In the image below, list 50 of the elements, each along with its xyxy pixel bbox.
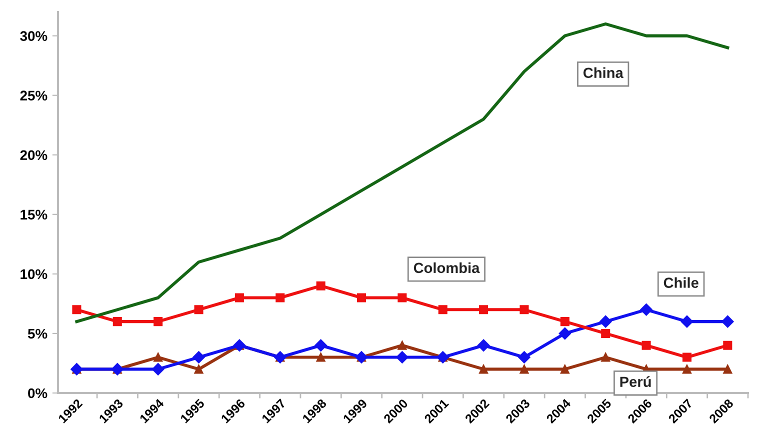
point [72, 305, 82, 314]
text: China [583, 67, 624, 78]
point [479, 364, 488, 374]
point [316, 281, 326, 290]
point [154, 352, 163, 362]
point [316, 352, 326, 362]
series-label: Colombia [414, 262, 480, 274]
y-tick-label: 0% [28, 388, 48, 398]
point [518, 351, 530, 364]
point [723, 364, 732, 374]
point [192, 351, 205, 364]
point [398, 340, 407, 350]
point [560, 364, 570, 374]
point [477, 339, 490, 352]
point [723, 340, 732, 350]
point [314, 339, 327, 352]
point [152, 363, 164, 376]
point [112, 317, 122, 326]
point [642, 340, 651, 350]
point [601, 328, 610, 338]
point [234, 293, 244, 302]
series-label: Perú [620, 376, 651, 388]
point [438, 305, 448, 314]
point [682, 364, 692, 374]
point [479, 305, 488, 314]
point [640, 304, 652, 316]
y-tick-label: 5% [28, 328, 48, 339]
point [560, 317, 570, 326]
point [601, 352, 610, 362]
y-tick-label: 30% [20, 31, 48, 41]
y-tick-label: 20% [20, 150, 48, 160]
point [356, 293, 366, 302]
point [276, 293, 285, 302]
y-tick-label: 25% [20, 90, 48, 101]
point [520, 364, 529, 374]
point [558, 327, 572, 340]
line-series [75, 22, 730, 324]
y-tick-label: 15% [20, 210, 48, 220]
point [396, 351, 408, 364]
y-tick-label: 10% [20, 269, 48, 280]
point [194, 364, 204, 374]
point [680, 315, 694, 328]
point [398, 293, 407, 302]
point [194, 305, 204, 314]
series-label: Chile [664, 277, 698, 288]
point [682, 352, 692, 362]
point [722, 315, 734, 328]
point [600, 315, 612, 328]
point [520, 305, 529, 314]
point [154, 317, 163, 326]
